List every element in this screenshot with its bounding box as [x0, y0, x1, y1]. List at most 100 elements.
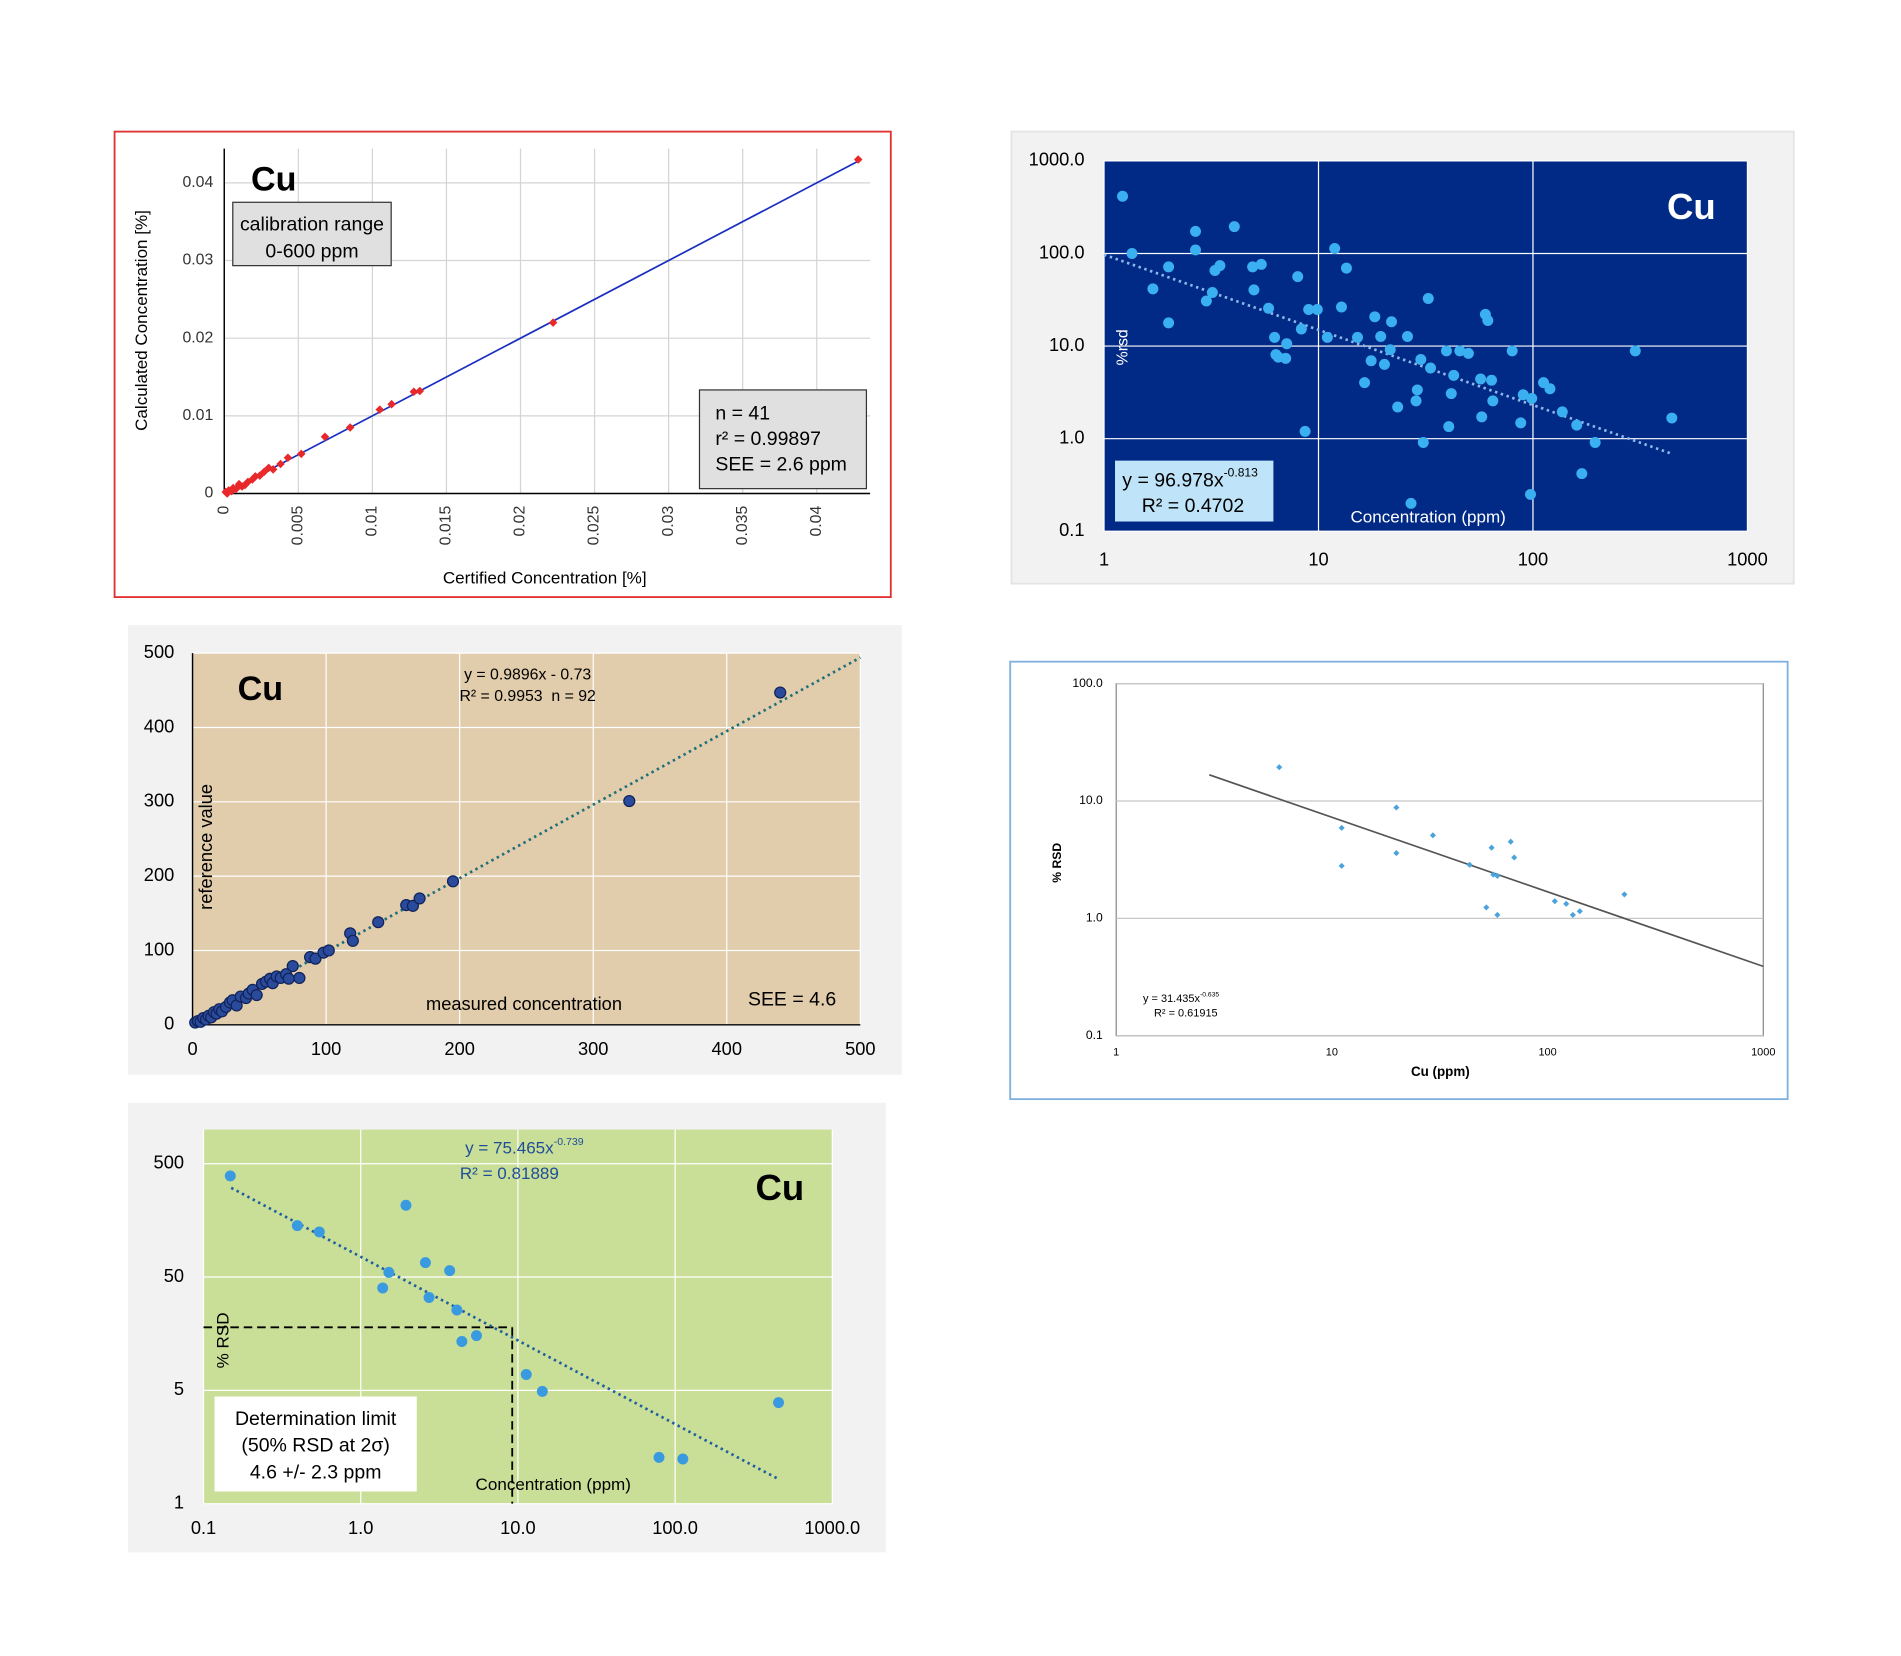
y-tick-label: 1.0: [1059, 427, 1084, 448]
x-tick-label: 10.0: [500, 1517, 536, 1538]
y-tick-label: 200: [144, 864, 174, 885]
x-tick-label: 1000: [1727, 548, 1768, 569]
x-tick-label: 1000.0: [804, 1517, 860, 1538]
x-tick-label: 0.005: [289, 505, 306, 545]
data-point: [1280, 352, 1292, 364]
x-tick-label: 0: [187, 1038, 197, 1059]
equation-exponent: -0.635: [1200, 992, 1219, 999]
x-tick-label: 200: [444, 1038, 474, 1059]
data-point: [773, 1397, 785, 1409]
annotation-box: [232, 201, 392, 267]
data-point: [383, 1266, 395, 1278]
data-point: [1411, 384, 1423, 396]
data-point: [1206, 286, 1218, 298]
x-tick-label: 100: [1538, 1047, 1556, 1059]
x-tick-label: 10: [1326, 1047, 1338, 1059]
x-tick-label: 0.03: [660, 506, 677, 537]
data-point: [1405, 497, 1417, 509]
data-point: [1340, 262, 1352, 274]
data-point: [1448, 369, 1460, 381]
data-point: [1338, 824, 1345, 831]
x-tick-label: 1.0: [348, 1517, 373, 1538]
data-point: [320, 432, 330, 442]
y-tick-label: 100.0: [1039, 241, 1085, 262]
data-point: [456, 1335, 468, 1347]
annotation-box: [1115, 460, 1274, 522]
data-point: [774, 686, 787, 699]
y-tick-label: 300: [144, 790, 174, 811]
data-point: [1359, 377, 1371, 389]
data-point: [1425, 362, 1437, 374]
data-point: [1248, 284, 1260, 296]
y-tick-label: 5: [174, 1378, 184, 1399]
data-point: [1126, 247, 1138, 259]
data-point: [1281, 338, 1293, 350]
data-point: [1462, 347, 1474, 359]
data-point: [1147, 283, 1159, 295]
chart-panel: 0 100 200 300 400 500 0 100 200 300 400 500 Cu y = 0.…: [127, 625, 902, 1075]
y-tick-label: 50: [164, 1265, 184, 1286]
data-point: [250, 988, 263, 1002]
data-point: [1487, 395, 1499, 407]
y-tick-label: 0.03: [182, 252, 213, 269]
y-tick-label: 0.04: [182, 174, 213, 191]
x-tick-label: 1: [1099, 548, 1109, 569]
chart-panel: 0.1 1.0 10.0 100.0 1000.0 1 10 100 1000 Cu %rsd Con…: [1010, 130, 1795, 585]
y-tick-label: 400: [144, 715, 174, 736]
r2: R² = 0.61915: [1154, 1008, 1218, 1020]
data-point: [1255, 258, 1267, 270]
data-point: [1666, 412, 1678, 424]
data-point: [413, 892, 426, 905]
data-point: [1393, 804, 1400, 811]
data-point: [1295, 323, 1307, 335]
data-point: [293, 971, 306, 985]
ylabel: Calculated Concentration [%]: [132, 210, 151, 431]
x-tick-label: 100: [311, 1038, 341, 1059]
data-point: [1117, 190, 1129, 202]
annotation-box: [698, 389, 868, 490]
data-point: [1494, 872, 1501, 879]
data-point: [313, 1226, 325, 1238]
plot-area: [192, 653, 861, 1025]
data-point: [1589, 436, 1601, 448]
y-tick-label: 10.0: [1079, 793, 1103, 807]
data-point: [1276, 764, 1283, 771]
data-point: [470, 1330, 482, 1342]
data-point: [1365, 355, 1377, 367]
y-tick-label: 0: [204, 485, 213, 502]
data-point: [400, 1199, 412, 1211]
data-point: [1494, 911, 1501, 918]
data-point: [1402, 330, 1413, 342]
data-point: [309, 952, 322, 965]
data-point: [409, 387, 419, 397]
data-point: [1511, 854, 1518, 861]
data-point: [1311, 304, 1323, 316]
data-point: [297, 449, 306, 459]
data-point: [1303, 304, 1315, 316]
data-point: [1482, 314, 1494, 326]
trend-line: [191, 656, 861, 1027]
data-point: [1214, 260, 1226, 272]
data-point: [536, 1385, 548, 1397]
data-point: [1410, 395, 1422, 407]
data-point: [372, 916, 385, 929]
annotation-box: [214, 1396, 417, 1492]
data-point: [1247, 261, 1259, 273]
data-point: [1190, 244, 1201, 256]
r2: R² = 0.9953 n = 92: [459, 688, 595, 705]
limit-box-line: Determination limit: [235, 1408, 397, 1430]
title: Cu: [1667, 186, 1716, 227]
data-point: [1369, 311, 1381, 323]
data-point: [1576, 468, 1588, 480]
equation: y = 0.9896x - 0.73: [464, 666, 591, 683]
data-point: [286, 959, 299, 973]
equation: y = 31.435x: [1143, 993, 1200, 1005]
data-point: [1429, 832, 1436, 839]
x-tick-label: 0: [215, 506, 232, 515]
x-tick-label: 0.025: [586, 505, 603, 545]
data-point: [1336, 301, 1347, 313]
x-tick-label: 1: [1113, 1047, 1119, 1059]
data-point: [1476, 411, 1488, 423]
data-point: [1515, 417, 1527, 429]
